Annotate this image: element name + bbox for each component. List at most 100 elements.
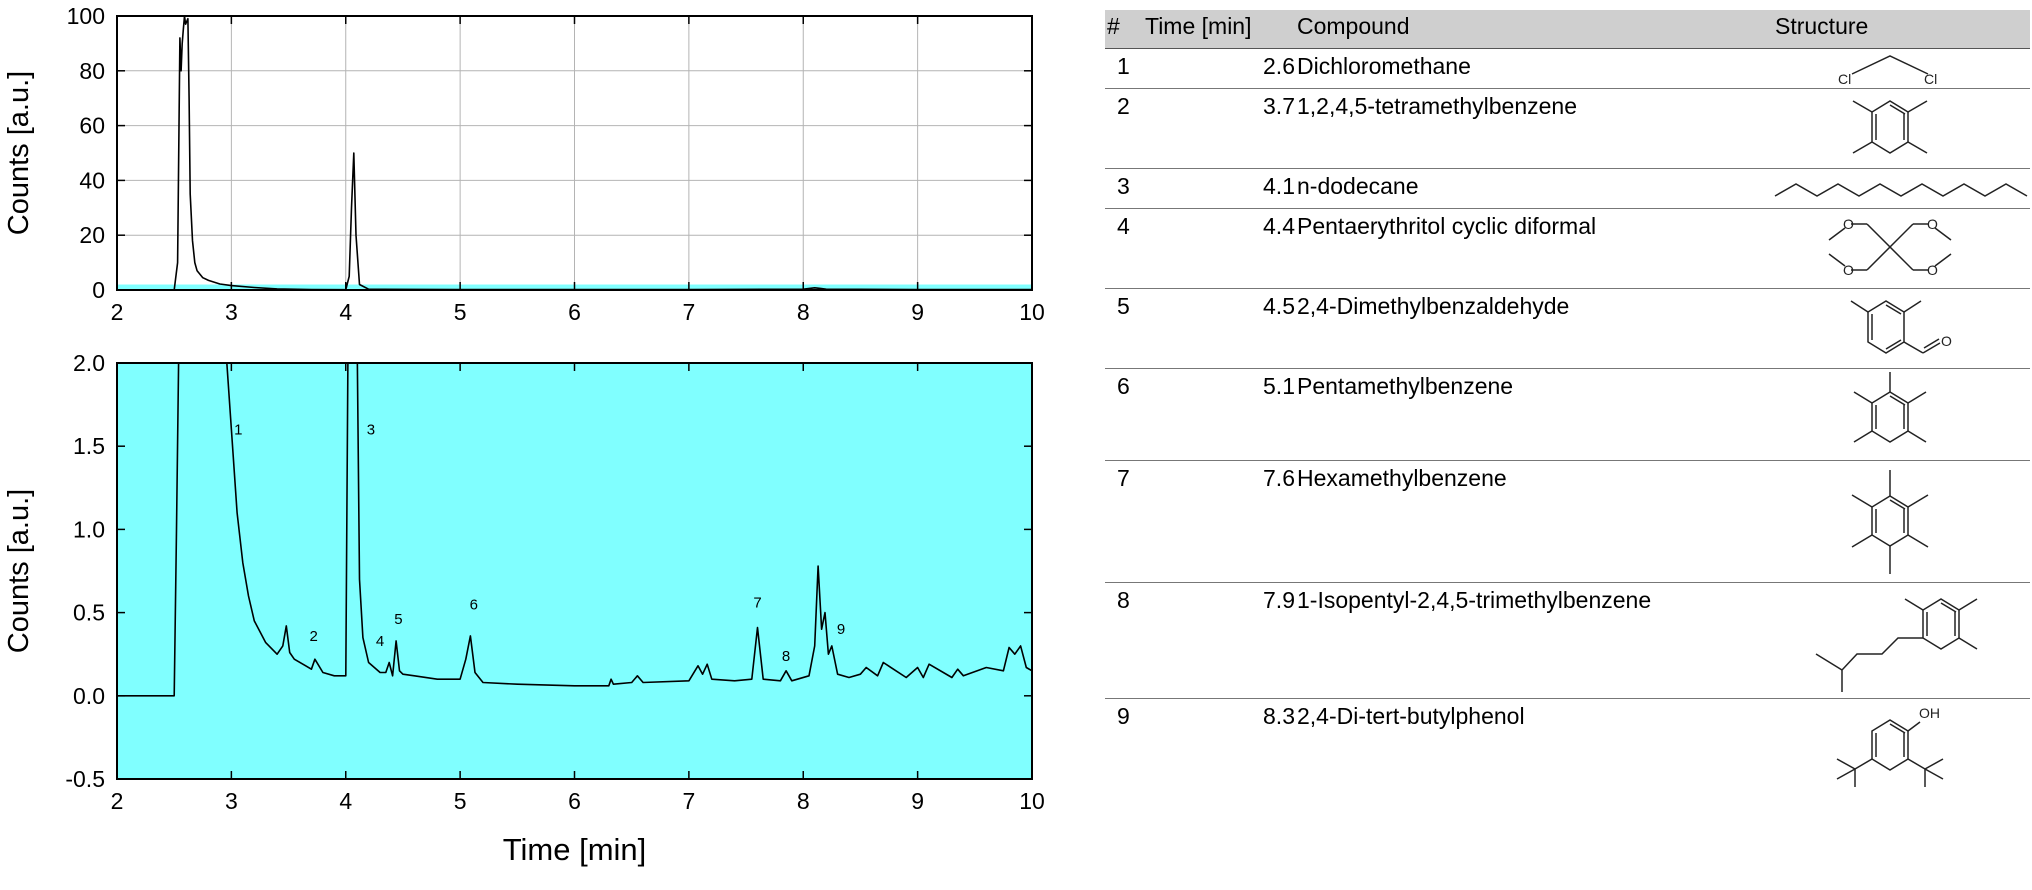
peak-label: 2	[310, 628, 318, 645]
x-tick-label: 2	[111, 788, 124, 814]
dodecane-structure	[1773, 176, 2029, 202]
isopentyltrimethylbenzene-structure	[1780, 582, 2005, 696]
hexamethylbenzene-structure	[1830, 462, 1950, 580]
peak-label: 5	[394, 611, 402, 628]
x-tick-label: 6	[568, 299, 581, 325]
row-time: 3.7	[1263, 93, 1295, 119]
x-tick-label: 6	[568, 788, 581, 814]
chlorine-label: Cl	[1924, 71, 1937, 86]
y-tick-label: 40	[79, 167, 105, 193]
row-time: 4.1	[1263, 173, 1295, 199]
y-tick-label: 0	[92, 277, 105, 303]
row-number: 5	[1117, 293, 1130, 319]
peak-label: 9	[837, 621, 845, 638]
row-time: 5.1	[1263, 373, 1295, 399]
x-tick-label: 8	[797, 299, 810, 325]
x-tick-label: 4	[339, 299, 352, 325]
x-tick-label: 5	[454, 788, 467, 814]
row-compound: Hexamethylbenzene	[1297, 465, 1507, 491]
y-tick-label: 1.5	[73, 433, 105, 459]
table-row: 6 5.1 Pentamethylbenzene	[1105, 368, 2030, 461]
row-number: 2	[1117, 93, 1130, 119]
x-tick-label: 4	[339, 788, 352, 814]
tetramethylbenzene-structure	[1825, 90, 1955, 166]
diformal-structure: O O O O	[1815, 208, 1965, 286]
row-time: 4.5	[1263, 293, 1295, 319]
oxygen-label: O	[1927, 262, 1938, 278]
x-tick-label: 7	[682, 299, 695, 325]
row-time: 7.9	[1263, 587, 1295, 613]
table-row: 1 2.6 Dichloromethane Cl Cl	[1105, 48, 2030, 89]
row-compound: n-dodecane	[1297, 173, 1419, 199]
y-tick-label: 60	[79, 113, 105, 139]
ditertbutylphenol-structure: OH	[1795, 698, 1985, 813]
dichloromethane-structure: Cl Cl	[1830, 50, 1950, 86]
x-tick-label: 2	[111, 299, 124, 325]
y-tick-label: 20	[79, 222, 105, 248]
header-number: #	[1107, 13, 1120, 39]
row-number: 1	[1117, 53, 1130, 79]
row-time: 8.3	[1263, 703, 1295, 729]
dimethylbenzaldehyde-structure: O	[1825, 288, 1965, 366]
row-number: 3	[1117, 173, 1130, 199]
header-structure: Structure	[1775, 13, 1869, 39]
oxygen-label: O	[1843, 262, 1854, 278]
peak-label: 1	[234, 422, 242, 439]
x-tick-label: 10	[1019, 299, 1045, 325]
row-compound: 2,4-Dimethylbenzaldehyde	[1297, 293, 1570, 319]
row-compound: Dichloromethane	[1297, 53, 1471, 79]
y-tick-label: -0.5	[65, 766, 105, 792]
x-tick-label: 3	[225, 299, 238, 325]
x-tick-label: 3	[225, 788, 238, 814]
oxygen-label: O	[1941, 333, 1952, 349]
peak-label: 6	[470, 596, 478, 613]
series-line	[117, 363, 1032, 697]
hydroxyl-label: OH	[1919, 705, 1940, 721]
row-time: 7.6	[1263, 465, 1295, 491]
x-tick-label: 9	[911, 299, 924, 325]
table-row: 3 4.1 n-dodecane	[1105, 168, 2030, 209]
table-header: # Time [min] Compound Structure	[1105, 10, 2030, 49]
header-compound: Compound	[1297, 13, 1410, 39]
peak-label: 8	[782, 648, 790, 665]
row-number: 7	[1117, 465, 1130, 491]
y-tick-label: 2.0	[73, 350, 105, 376]
y-axis-title: Counts [a.u.]	[3, 71, 35, 235]
row-compound: 1-Isopentyl-2,4,5-trimethylbenzene	[1297, 587, 1652, 613]
row-compound: 2,4-Di-tert-butylphenol	[1297, 703, 1525, 729]
y-tick-label: 0.5	[73, 600, 105, 626]
peak-label: 7	[753, 595, 761, 612]
row-number: 8	[1117, 587, 1130, 613]
table-row: 8 7.9 1-Isopentyl-2,4,5-trimethylbenzene	[1105, 582, 2030, 699]
row-number: 6	[1117, 373, 1130, 399]
y-axis-title: Counts [a.u.]	[3, 489, 35, 653]
oxygen-label: O	[1927, 216, 1938, 232]
plot-background	[117, 363, 1032, 779]
row-compound: Pentaerythritol cyclic diformal	[1297, 213, 1597, 239]
x-tick-label: 9	[911, 788, 924, 814]
table-row: 4 4.4 Pentaerythritol cyclic diformal O …	[1105, 208, 2030, 289]
row-number: 9	[1117, 703, 1130, 729]
y-tick-label: 0.0	[73, 683, 105, 709]
x-tick-label: 5	[454, 299, 467, 325]
header-time: Time [min]	[1145, 13, 1252, 39]
x-axis-title: Time [min]	[503, 832, 647, 867]
pentamethylbenzene-structure	[1830, 370, 1950, 458]
y-tick-label: 1.0	[73, 516, 105, 542]
row-compound: Pentamethylbenzene	[1297, 373, 1514, 399]
x-tick-label: 10	[1019, 788, 1045, 814]
table-row: 5 4.5 2,4-Dimethylbenzaldehyde O	[1105, 288, 2030, 369]
x-tick-label: 7	[682, 788, 695, 814]
peak-label: 4	[376, 633, 384, 650]
row-compound: 1,2,4,5-tetramethylbenzene	[1297, 93, 1578, 119]
row-time: 4.4	[1263, 213, 1295, 239]
table-row: 7 7.6 Hexamethylbenzene	[1105, 460, 2030, 583]
table-row: 2 3.7 1,2,4,5-tetramethylbenzene	[1105, 88, 2030, 169]
row-time: 2.6	[1263, 53, 1295, 79]
x-tick-label: 8	[797, 788, 810, 814]
table-row: 9 8.3 2,4-Di-tert-butylphenol OH	[1105, 698, 2030, 888]
chlorine-label: Cl	[1838, 71, 1851, 86]
